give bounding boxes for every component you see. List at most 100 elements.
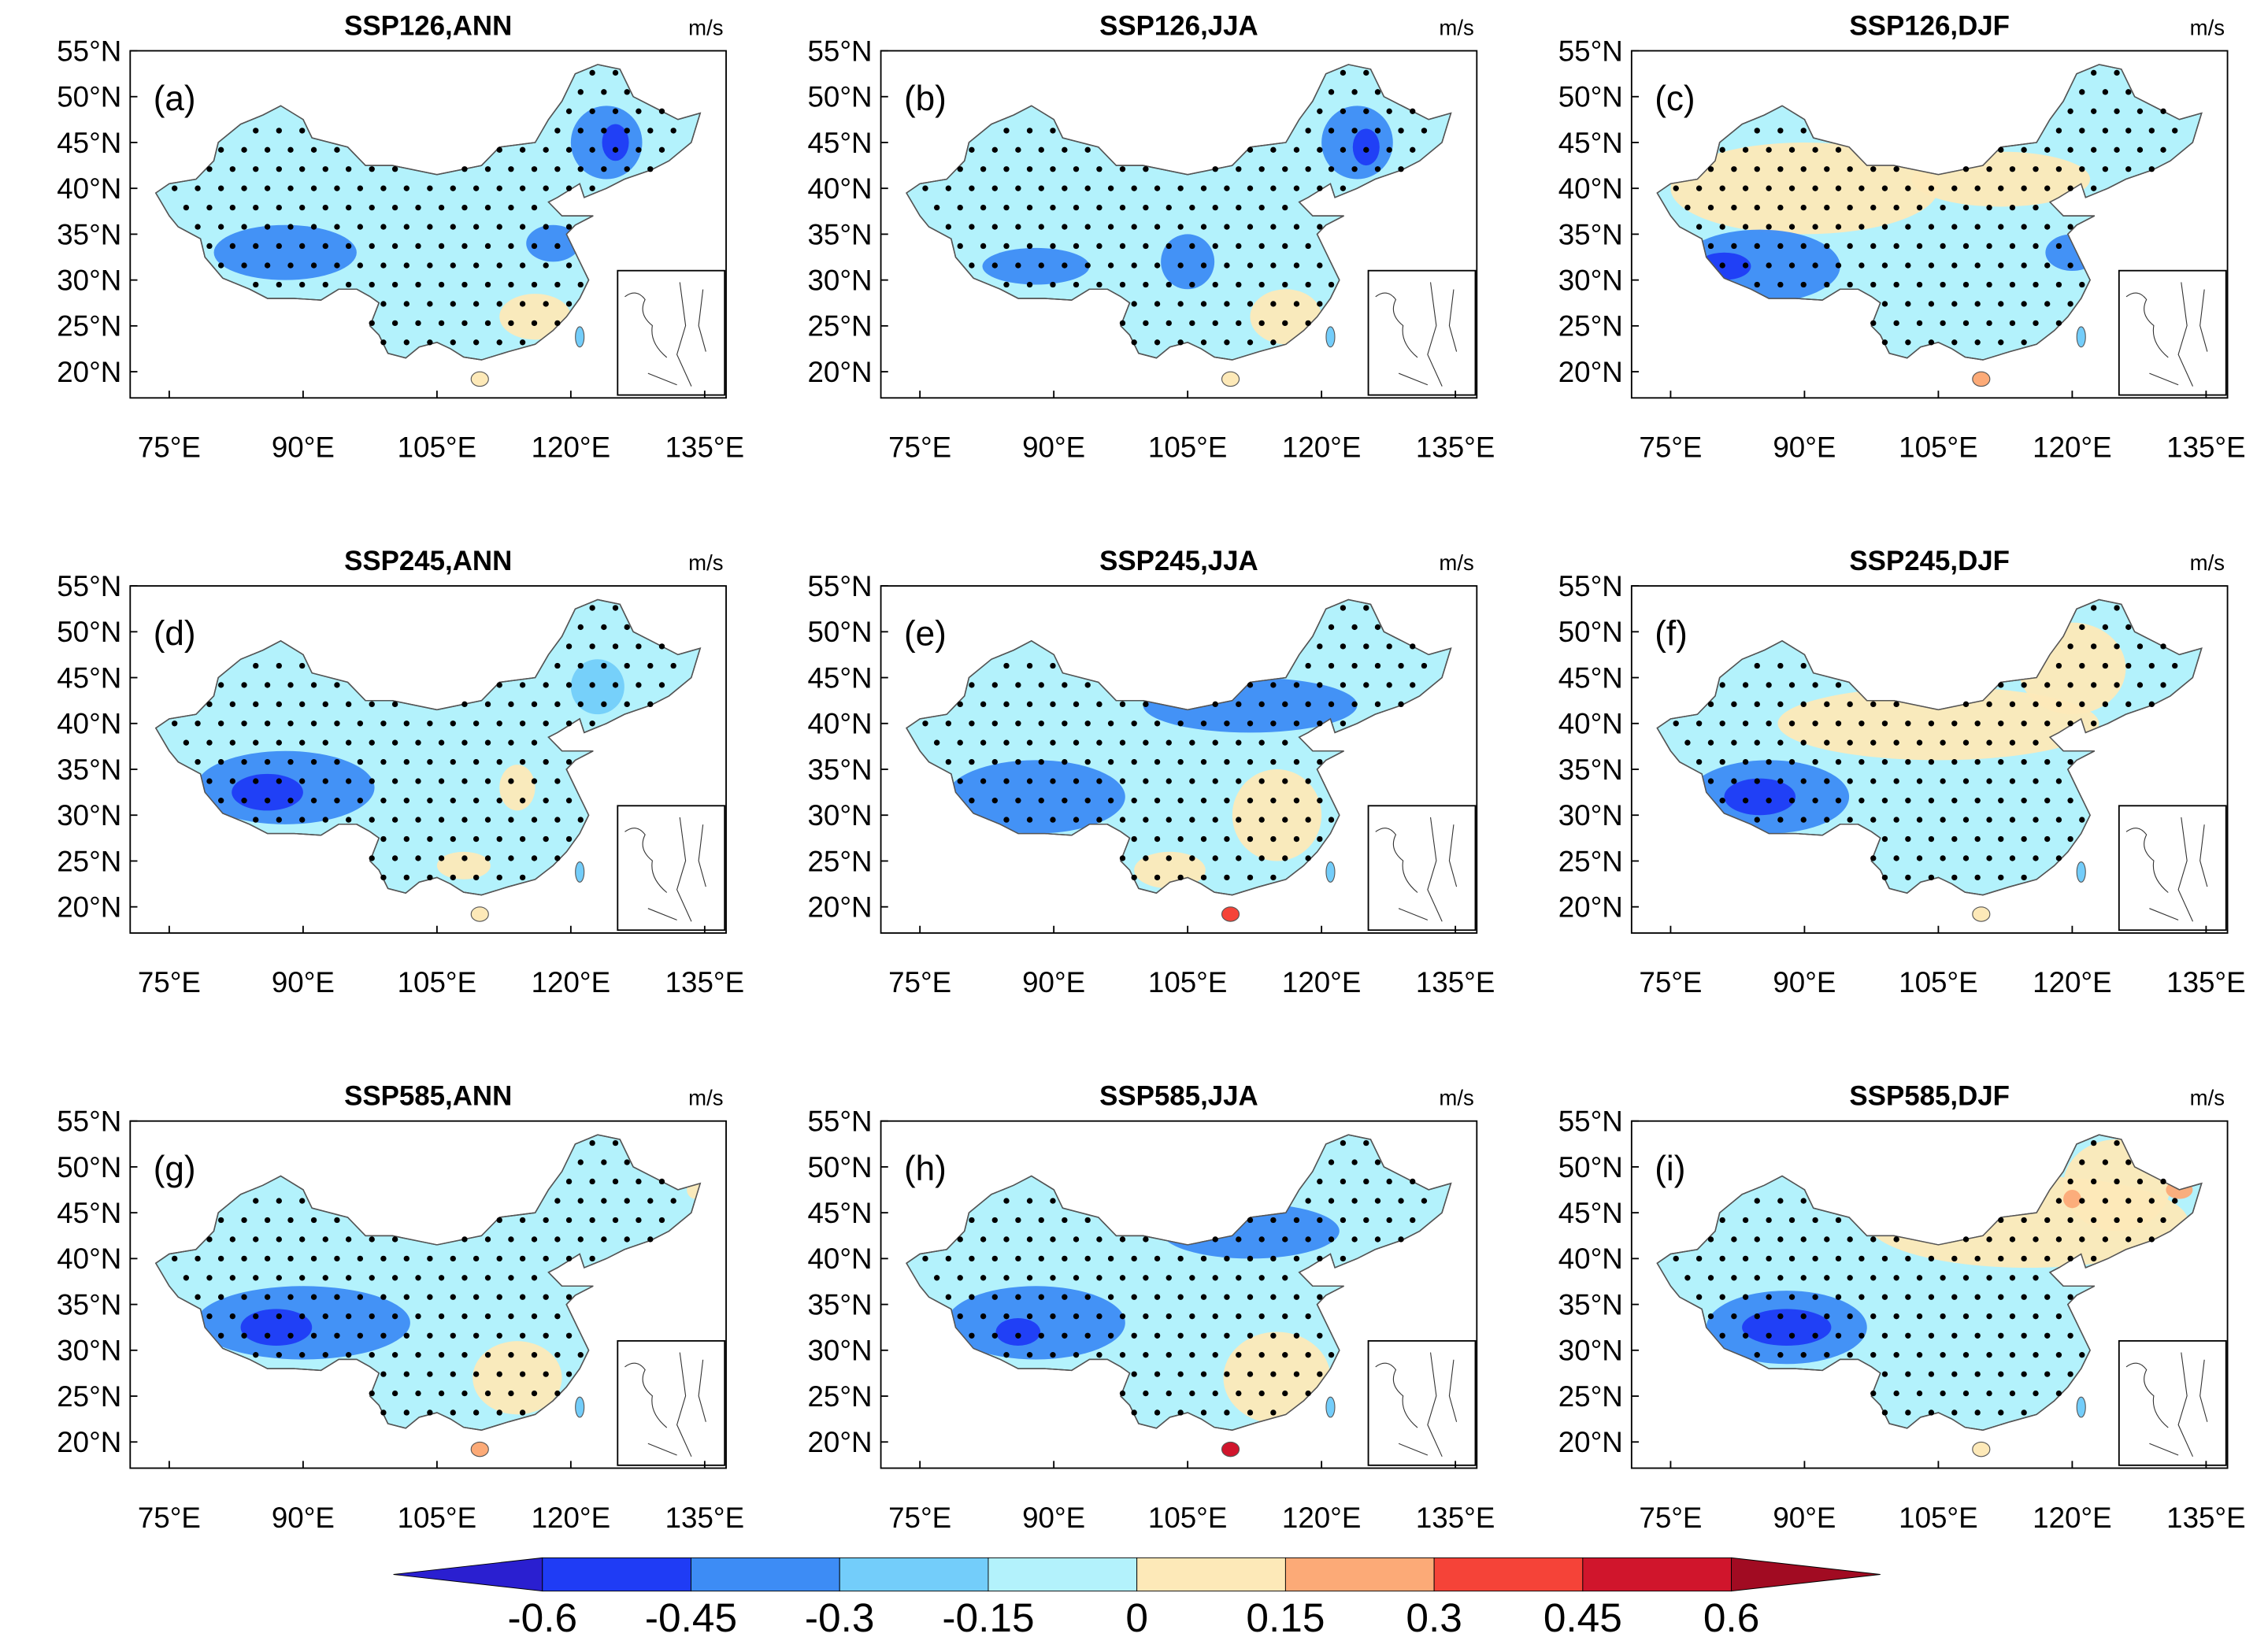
dot <box>1998 874 2004 881</box>
dot <box>1119 281 1126 288</box>
dot <box>577 1198 584 1204</box>
dot <box>2067 682 2073 688</box>
dot <box>1317 1332 1323 1339</box>
dot <box>1905 1409 1911 1416</box>
dot <box>1293 720 1300 727</box>
dot <box>519 1371 526 1377</box>
dot <box>206 1236 213 1243</box>
dot <box>403 1332 410 1339</box>
dot <box>565 835 573 843</box>
lon-label: 120°E <box>532 1502 610 1534</box>
dot <box>1800 204 1807 211</box>
dot <box>2102 89 2109 95</box>
dot <box>1870 1313 1877 1320</box>
dot <box>1119 855 1126 861</box>
dot <box>2148 701 2155 708</box>
dot <box>577 701 584 708</box>
dot <box>241 682 247 688</box>
dot <box>391 166 398 172</box>
dot <box>1742 1217 1749 1224</box>
significance-dots <box>172 1139 676 1416</box>
dot <box>1847 1352 1853 1358</box>
dot <box>1754 662 1760 669</box>
dot <box>1166 817 1172 823</box>
dot <box>991 1332 998 1339</box>
hainan <box>470 906 489 922</box>
dot <box>2160 682 2166 688</box>
dot <box>427 758 433 765</box>
lat-label: 35°N <box>808 218 873 250</box>
dot <box>450 1255 456 1262</box>
dot <box>369 1236 375 1243</box>
dot <box>2160 643 2166 650</box>
dot <box>1893 1236 1899 1243</box>
lat-label: 50°N <box>808 616 873 648</box>
dot <box>2125 1159 2132 1165</box>
dot <box>472 1409 480 1416</box>
lat-label: 20°N <box>808 356 873 388</box>
dot <box>624 701 630 708</box>
dot <box>1247 798 1254 804</box>
china-border <box>906 1134 1452 1431</box>
dot <box>1986 701 1992 708</box>
dot <box>1754 1275 1760 1281</box>
dot <box>1143 1390 1149 1397</box>
dot <box>1305 1236 1311 1243</box>
dot <box>577 662 584 669</box>
dot <box>2055 243 2062 250</box>
dot <box>969 262 975 269</box>
dot <box>380 224 387 230</box>
dot <box>1928 1371 1935 1377</box>
dot <box>1038 720 1044 727</box>
dot <box>1317 835 1323 843</box>
dot <box>1003 1275 1010 1281</box>
dot <box>554 817 561 823</box>
lon-label: 90°E <box>1022 1502 1085 1534</box>
dot <box>427 301 433 307</box>
dot <box>2009 1275 2016 1281</box>
dot <box>1881 1409 1888 1416</box>
dot <box>276 204 282 211</box>
dot <box>1386 643 1392 650</box>
dot <box>1788 1332 1796 1339</box>
dot <box>636 643 642 650</box>
dot <box>334 1294 340 1300</box>
dot <box>2044 185 2051 191</box>
dot <box>1270 185 1277 191</box>
dot <box>1742 185 1749 191</box>
dot <box>1131 758 1137 765</box>
dot <box>461 204 468 211</box>
dot <box>2067 224 2073 230</box>
dot <box>1351 662 1358 669</box>
dot <box>183 204 190 211</box>
dot <box>2044 798 2051 804</box>
anomaly-region <box>1777 687 2099 761</box>
dot <box>1974 758 1981 765</box>
dot <box>1247 1332 1254 1339</box>
dot <box>1928 1294 1935 1300</box>
dot <box>1062 1217 1068 1224</box>
dot <box>1410 1178 1416 1185</box>
dot <box>1800 662 1807 669</box>
lat-label: 40°N <box>1558 1243 1623 1275</box>
dot <box>1317 185 1323 191</box>
dot <box>357 224 364 230</box>
dot <box>1084 720 1091 727</box>
dot <box>241 224 247 230</box>
lat-label: 50°N <box>1558 616 1623 648</box>
lon-label: 105°E <box>1148 432 1227 464</box>
dot <box>1788 798 1796 804</box>
dot <box>945 224 952 230</box>
dot <box>2102 662 2109 669</box>
lon-label: 135°E <box>2166 432 2245 464</box>
dot <box>1835 1294 1842 1300</box>
dot <box>369 166 375 172</box>
dot <box>2091 1217 2097 1224</box>
dot <box>1236 1390 1242 1397</box>
dot <box>1224 874 1230 881</box>
dot <box>253 662 259 669</box>
dot <box>577 817 584 823</box>
dot <box>969 1332 975 1339</box>
panel-title: SSP126,ANN <box>344 10 512 41</box>
dot <box>1974 1371 1981 1377</box>
